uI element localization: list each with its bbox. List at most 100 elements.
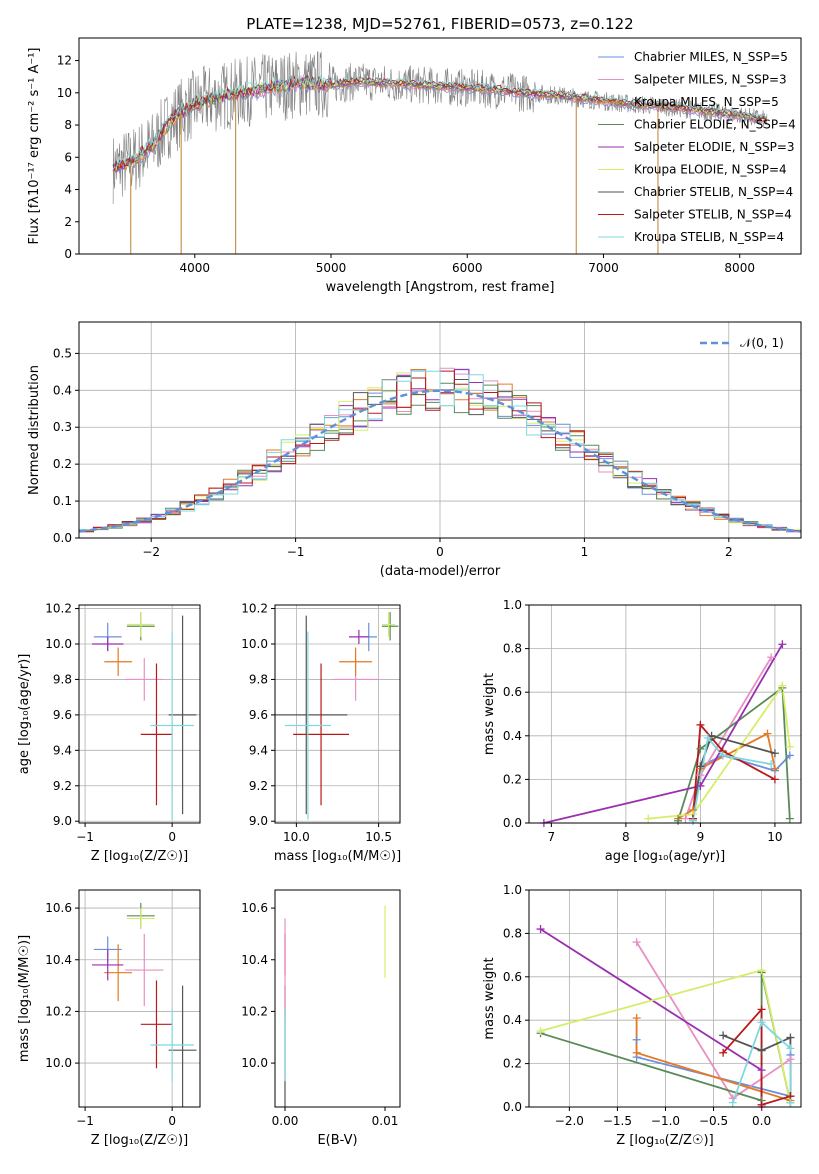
weight-marker-kroupa_miles — [770, 764, 779, 773]
weight-marker-salpeter_stelib — [757, 1005, 766, 1014]
y-tick-label: 0.5 — [53, 346, 72, 360]
weight-marker-kroupa_stelib — [718, 751, 727, 760]
x-axis-label: E(B-V) — [317, 1133, 357, 1148]
legend-label: Chabrier MILES, N_SSP=5 — [634, 50, 788, 64]
x-tick-label: −1 — [76, 830, 94, 844]
residuals-panel: −2 −1 0 1 2 0.0 0.1 0.2 0.3 0.4 0.5 (data-model)/er… — [27, 321, 802, 579]
legend-label: Chabrier STELIB, N_SSP=4 — [634, 185, 793, 199]
plot-area — [275, 612, 399, 820]
y-tick-label: 9.8 — [53, 672, 72, 686]
x-axis-label: Z [log₁₀(Z/Z☉)] — [616, 1133, 713, 1148]
plot-frame — [528, 889, 802, 1108]
y-tick-label: 9.2 — [249, 779, 268, 793]
weight-line-kroupa_elodie — [648, 683, 791, 820]
y-tick-label: 0.0 — [503, 1100, 522, 1114]
legend-label: Salpeter MILES, N_SSP=3 — [634, 73, 787, 87]
model-spectrum-salpeter_stelib — [112, 74, 768, 171]
weight-marker-chabrier_elodie — [696, 744, 705, 753]
mass-vs-ebv-panel: 0.00 0.01 10.0 10.2 10.4 10.6 E(B-V) — [241, 889, 401, 1148]
weight-marker-kroupa_miles — [632, 1014, 641, 1023]
y-tick-label: 9.6 — [249, 708, 268, 722]
x-tick-label: −2 — [142, 545, 160, 559]
spectrum-panel: 4000 5000 6000 7000 8000 0 2 4 6 8 10 12 wavelength … — [27, 15, 802, 295]
plot-frame — [78, 321, 802, 539]
y-tick-label: 10.0 — [45, 1056, 72, 1070]
weight-marker-salpeter_miles — [786, 1055, 795, 1064]
y-tick-label: 10.6 — [45, 901, 72, 915]
x-axis-label: Z [log₁₀(Z/Z☉)] — [91, 1133, 188, 1148]
x-tick-label: 9 — [697, 830, 705, 844]
weight-marker-kroupa_elodie — [757, 966, 766, 975]
x-tick-label: 7 — [548, 830, 556, 844]
y-tick-label: 9.4 — [249, 743, 268, 757]
y-tick-label: 10.0 — [241, 1056, 268, 1070]
y-tick-label: 0.6 — [503, 970, 522, 984]
y-tick-label: 9.2 — [53, 779, 72, 793]
chart-title: PLATE=1238, MJD=52761, FIBERID=0573, z=0… — [246, 15, 633, 33]
y-tick-label: 9.0 — [53, 814, 72, 828]
y-tick-label: 0.3 — [53, 420, 72, 434]
y-tick-label: 0 — [64, 247, 72, 261]
x-tick-label: 10.0 — [283, 830, 310, 844]
x-tick-label: 0 — [168, 830, 176, 844]
grid-lines — [275, 605, 400, 823]
y-tick-label: 10.6 — [241, 901, 268, 915]
weight-marker-salpeter_stelib — [696, 720, 705, 729]
weight-marker-chabrier_stelib — [719, 1031, 728, 1040]
weight-marker-salpeter_miles — [681, 814, 690, 823]
y-tick-label: 0.2 — [503, 1057, 522, 1071]
weight-marker-salpeter_miles — [767, 653, 776, 662]
x-tick-label: 4000 — [180, 261, 211, 275]
legend-label: Kroupa ELODIE, N_SSP=4 — [634, 163, 787, 177]
x-tick-label: 2 — [725, 545, 733, 559]
weight-marker-chabrier_stelib — [770, 749, 779, 758]
x-tick-label: 10 — [767, 830, 782, 844]
y-tick-label: 0.6 — [503, 685, 522, 699]
y-tick-label: 10.2 — [45, 1004, 72, 1018]
plot-frame — [78, 37, 802, 255]
y-tick-label: 1.0 — [503, 598, 522, 612]
weight-line-kroupa_stelib — [692, 735, 772, 821]
y-tick-label: 0.8 — [503, 642, 522, 656]
y-tick-label: 6 — [64, 150, 72, 164]
y-tick-label: 10.0 — [241, 637, 268, 651]
weight-marker-salpeter_stelib — [770, 775, 779, 784]
x-axis-label: Z [log₁₀(Z/Z☉)] — [91, 849, 188, 864]
legend-label: Salpeter ELODIE, N_SSP=3 — [634, 140, 795, 154]
weight-line-kroupa_stelib — [731, 1020, 792, 1104]
weight-marker-kroupa_stelib — [786, 1044, 795, 1053]
weight-marker-kroupa_miles — [763, 729, 772, 738]
y-tick-label: 10.2 — [45, 602, 72, 616]
plot-frame — [274, 604, 401, 824]
x-tick-label: 0.00 — [272, 1114, 299, 1128]
plot-area — [284, 905, 386, 1107]
weight-marker-kroupa_stelib — [767, 760, 776, 769]
x-tick-label: 0.01 — [372, 1114, 399, 1128]
x-tick-label: −1.5 — [603, 1114, 632, 1128]
x-tick-label: 0 — [436, 545, 444, 559]
y-tick-label: 0.4 — [503, 1013, 522, 1027]
grid-lines — [529, 889, 801, 1108]
weight-marker-kroupa_elodie — [778, 681, 787, 690]
x-axis-label: age [log₁₀(age/yr)] — [605, 849, 726, 864]
age-vs-mass-panel: 10.0 10.5 9.0 9.2 9.4 9.6 9.8 10.0 10.2 mass [log… — [241, 602, 401, 864]
histogram-kroupa_stelib — [79, 370, 801, 532]
y-tick-label: 0.2 — [53, 457, 72, 471]
weight-marker-chabrier_miles — [785, 751, 794, 760]
weight-marker-kroupa_elodie — [785, 742, 794, 751]
weight-line-chabrier_elodie — [677, 686, 791, 822]
legend-label: 𝒩(0, 1) — [740, 336, 784, 350]
weight-line-salpeter_elodie — [543, 643, 784, 823]
y-tick-label: 0.1 — [53, 494, 72, 508]
y-tick-label: 9.0 — [249, 814, 268, 828]
weight-marker-chabrier_stelib — [786, 1033, 795, 1042]
plot-area — [543, 643, 791, 823]
legend-label: Kroupa MILES, N_SSP=5 — [634, 95, 779, 109]
weight-marker-kroupa_stelib — [703, 733, 712, 742]
weight-marker-kroupa_elodie — [536, 1027, 545, 1036]
x-tick-label: −1 — [76, 1114, 94, 1128]
x-axis-label: (data-model)/error — [380, 564, 501, 579]
plot-area — [92, 902, 197, 1107]
plot-frame — [78, 889, 201, 1108]
weight-marker-chabrier_stelib — [757, 1046, 766, 1055]
